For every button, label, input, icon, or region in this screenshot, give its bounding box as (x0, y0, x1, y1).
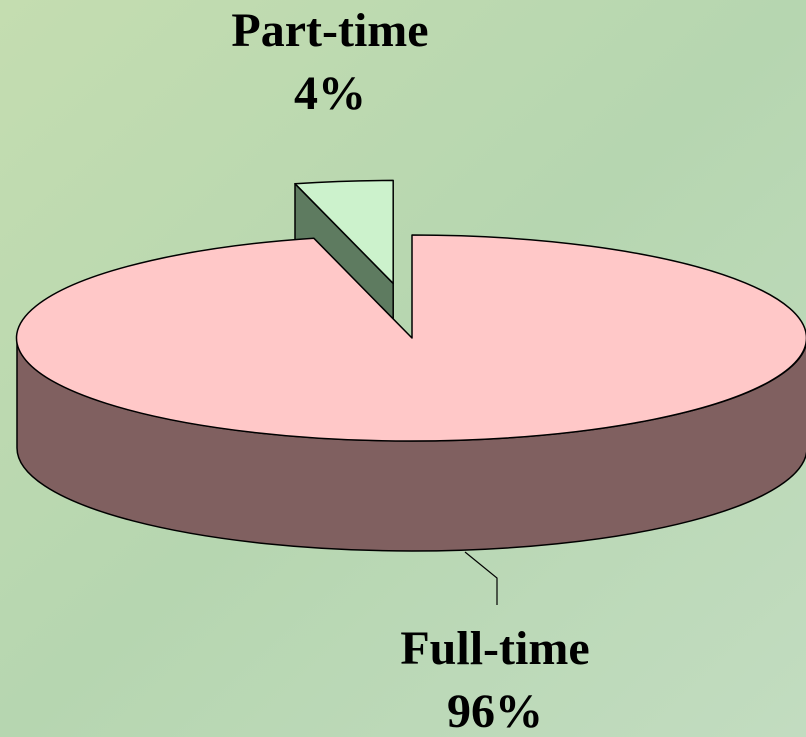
slice-label: Part-time (231, 4, 428, 57)
slice-label: Full-time (400, 622, 589, 675)
slice (15, 234, 806, 442)
slice-value-label: 96% (447, 685, 543, 737)
slice (294, 179, 394, 285)
leader-line (464, 551, 498, 605)
pie (15, 179, 806, 552)
slice-value-label: 4% (294, 67, 366, 120)
